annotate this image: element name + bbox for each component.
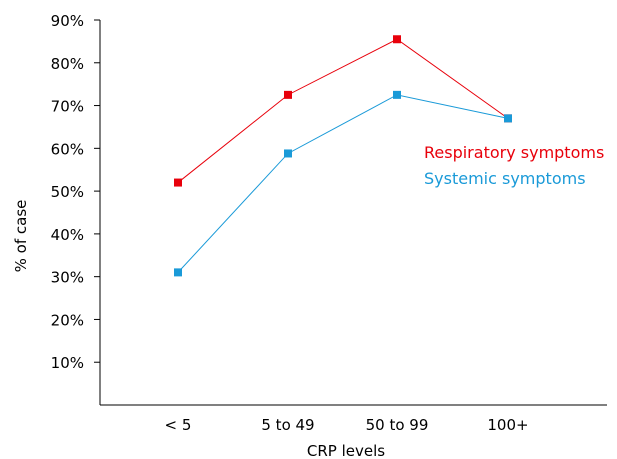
data-point xyxy=(504,114,512,123)
x-ticks: < 5 5 to 49 50 to 99 100+ xyxy=(165,416,529,434)
legend-entry: Systemic symptoms xyxy=(424,169,586,188)
legend-entry: Respiratory symptoms xyxy=(424,143,604,162)
y-tick-label: 40% xyxy=(51,226,84,244)
data-point xyxy=(393,35,401,44)
x-axis-label: CRP levels xyxy=(307,442,385,459)
y-tick-label: 30% xyxy=(51,269,84,287)
data-point xyxy=(393,90,401,99)
x-tick-label: 5 to 49 xyxy=(261,416,314,434)
data-point xyxy=(284,149,292,158)
y-tick-label: 10% xyxy=(51,354,84,372)
data-point xyxy=(284,90,292,99)
data-point xyxy=(174,268,182,277)
y-tick-label: 70% xyxy=(51,98,84,116)
y-tick-label: 60% xyxy=(51,140,84,158)
legend: Respiratory symptoms Systemic symptoms xyxy=(424,143,604,188)
y-tick-label: 80% xyxy=(51,55,84,73)
axes xyxy=(99,20,607,406)
data-point xyxy=(174,178,182,187)
y-tick-label: 50% xyxy=(51,183,84,201)
x-tick-label: 50 to 99 xyxy=(366,416,429,434)
y-tick-label: 20% xyxy=(51,311,84,329)
y-ticks: 10% 20% 30% 40% 50% 60% 70% 80% 90% xyxy=(51,12,100,372)
x-tick-label: 100+ xyxy=(487,416,528,434)
y-axis-label: % of case xyxy=(12,200,30,273)
series-line-1 xyxy=(177,94,509,273)
series-line-0 xyxy=(177,38,509,183)
series-group xyxy=(174,35,512,277)
x-tick-label: < 5 xyxy=(165,416,192,434)
y-tick-label: 90% xyxy=(51,12,84,30)
